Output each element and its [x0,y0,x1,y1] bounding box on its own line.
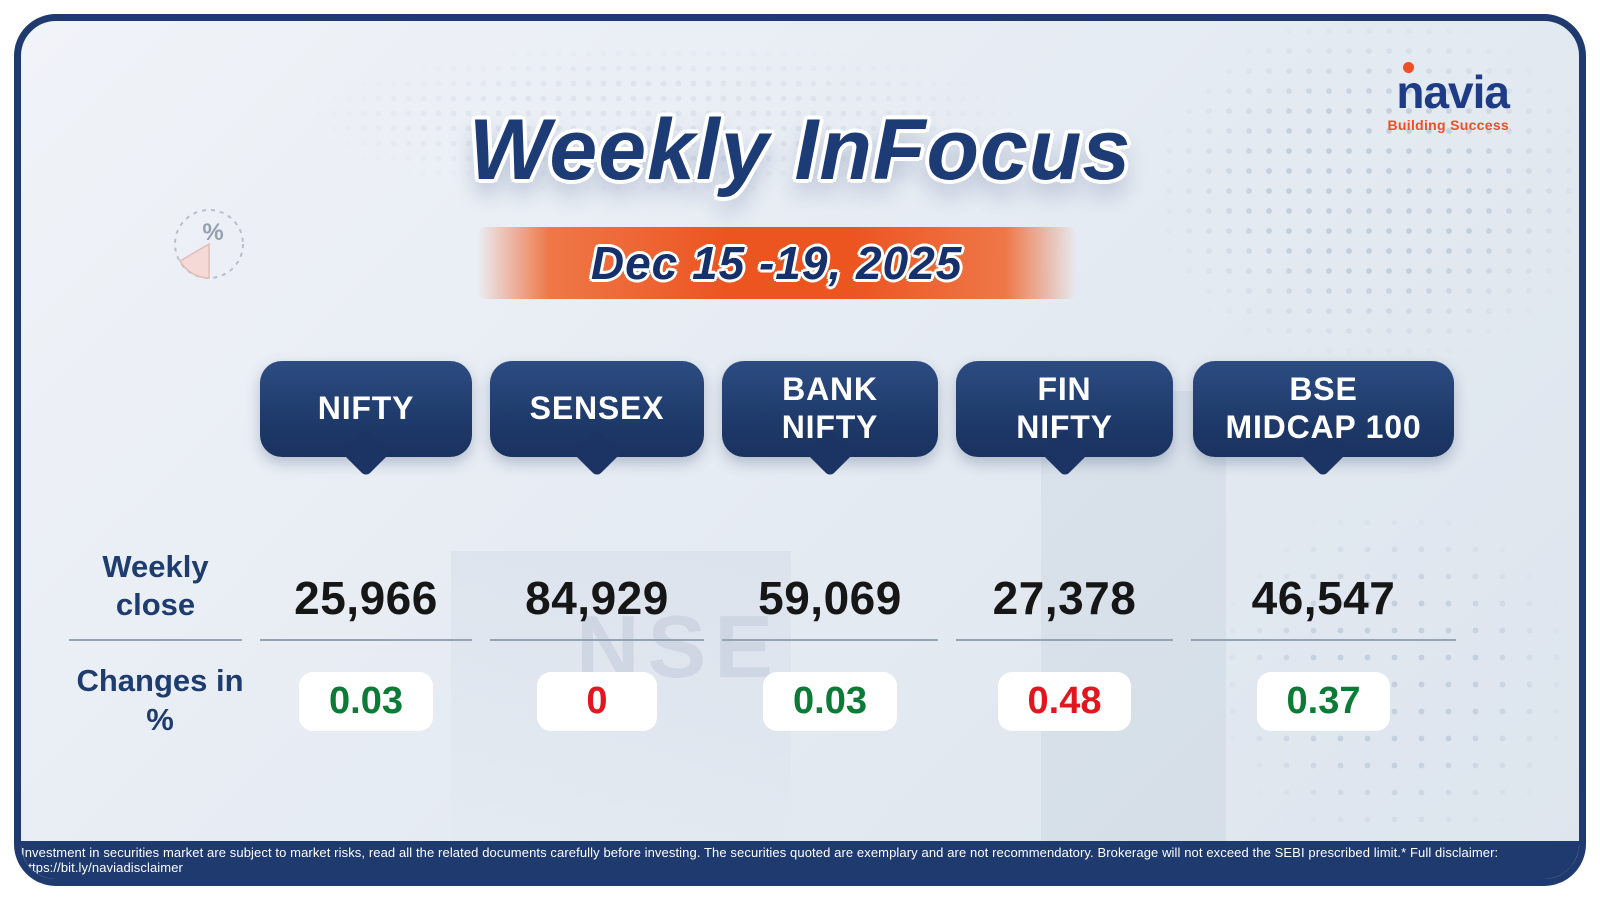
index-badge-sensex: SENSEX [481,351,713,521]
badge-label: BSE MIDCAP 100 [1225,371,1422,445]
change-value-pill: 0.48 [997,671,1132,731]
navia-logo: navia Building Success [1387,62,1510,133]
disclaimer-text: Investment in securities market are subj… [21,845,1499,875]
date-banner: Dec 15 -19, 2025 [476,227,1077,299]
row-label-text: Changes in % [76,663,244,737]
brand-tagline: Building Success [1387,117,1509,133]
change-fin-nifty: 0.48 [947,641,1182,761]
index-badge-fin-nifty: FIN NIFTY [947,351,1182,521]
background-building-right [1041,391,1226,871]
svg-text:%: % [202,219,223,246]
badge-bubble: BANK NIFTY [722,361,938,457]
weekly-close-fin-nifty: 27,378 [956,521,1173,641]
page-title: Weekly InFocus [468,102,1132,198]
badge-label: SENSEX [529,390,665,427]
change-value-pill: 0 [537,671,657,731]
badge-bubble: BSE MIDCAP 100 [1193,361,1454,457]
brand-name-text: navia [1396,66,1510,118]
index-badge-nifty: NIFTY [251,351,481,521]
brand-name: navia [1396,62,1510,118]
change-nifty: 0.03 [251,641,481,761]
logo-dot-icon [1403,62,1415,73]
index-table: NIFTY SENSEX BANK NIFTY FIN NIFTY BSE MI… [69,351,1465,761]
index-badge-bank-nifty: BANK NIFTY [713,351,947,521]
halftone-dots-top [311,46,1011,196]
badge-label: NIFTY [317,390,415,427]
change-bse-midcap-100: 0.37 [1182,641,1465,761]
badge-label: FIN NIFTY [1016,371,1113,445]
row-label-weekly-close: Weekly close [69,521,242,641]
close-value: 27,378 [992,572,1137,624]
date-range: Dec 15 -19, 2025 [590,237,963,289]
badge-bubble: FIN NIFTY [956,361,1173,457]
badge-bubble: NIFTY [260,361,472,457]
row-label-text: Weekly close [102,548,209,623]
close-value: 46,547 [1251,572,1396,624]
badge-label: BANK NIFTY [781,371,879,445]
close-value: 25,966 [294,572,438,624]
close-value: 84,929 [525,572,669,624]
change-value-pill: 0.03 [763,671,897,731]
disclaimer-bar: Investment in securities market are subj… [21,841,1579,879]
row-label-changes: Changes in % [69,641,251,761]
weekly-close-bank-nifty: 59,069 [722,521,938,641]
infographic-card: NSE navia Building Success Weekly InFocu… [14,14,1586,886]
index-badge-bse-midcap-100: BSE MIDCAP 100 [1182,351,1465,521]
badge-spacer [69,351,251,521]
halftone-dots-top-right [1159,21,1579,361]
close-value: 59,069 [758,572,902,624]
change-value-pill: 0.37 [1256,671,1391,731]
weekly-close-bse-midcap-100: 46,547 [1191,521,1456,641]
badge-bubble: SENSEX [490,361,704,457]
change-sensex: 0 [481,641,713,761]
percent-pie-icon: % [174,209,244,279]
weekly-close-sensex: 84,929 [490,521,704,641]
weekly-close-nifty: 25,966 [260,521,472,641]
change-bank-nifty: 0.03 [713,641,947,761]
change-value-pill: 0.03 [299,671,433,731]
